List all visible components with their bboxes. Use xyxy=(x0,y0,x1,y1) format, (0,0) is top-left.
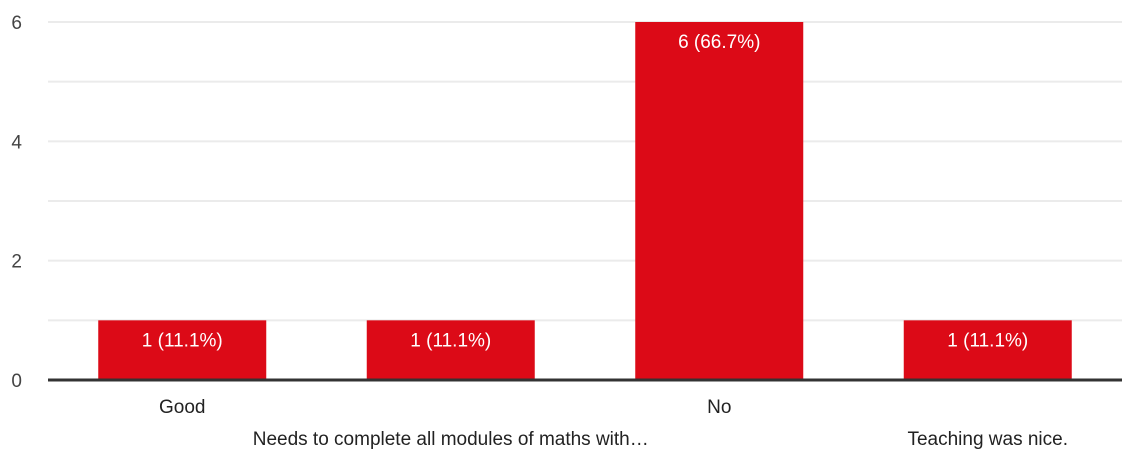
data-label: 1 (11.1%) xyxy=(410,330,491,351)
bar xyxy=(366,320,535,380)
category-label: Good xyxy=(159,397,205,418)
y-axis-ticks: 0 2 4 6 xyxy=(11,13,22,392)
bar xyxy=(98,320,267,380)
bars xyxy=(98,22,1072,380)
data-labels: 1 (11.1%) 1 (11.1%) 6 (66.7%) 1 (11.1%) xyxy=(142,32,1028,351)
x-axis-categories: Good Needs to complete all modules of mat… xyxy=(159,397,1068,450)
data-label: 6 (66.7%) xyxy=(678,32,760,53)
y-tick-label: 4 xyxy=(11,132,22,153)
y-tick-label: 0 xyxy=(11,371,22,392)
bar xyxy=(903,320,1072,380)
data-label: 1 (11.1%) xyxy=(142,330,223,351)
category-label: Needs to complete all modules of maths w… xyxy=(253,429,649,450)
y-tick-label: 6 xyxy=(11,13,22,34)
grid-lines xyxy=(48,21,1122,322)
bar xyxy=(635,22,804,380)
y-tick-label: 2 xyxy=(11,252,22,273)
data-label: 1 (11.1%) xyxy=(947,330,1028,351)
category-label: Teaching was nice. xyxy=(907,429,1068,450)
category-label: No xyxy=(707,397,731,418)
